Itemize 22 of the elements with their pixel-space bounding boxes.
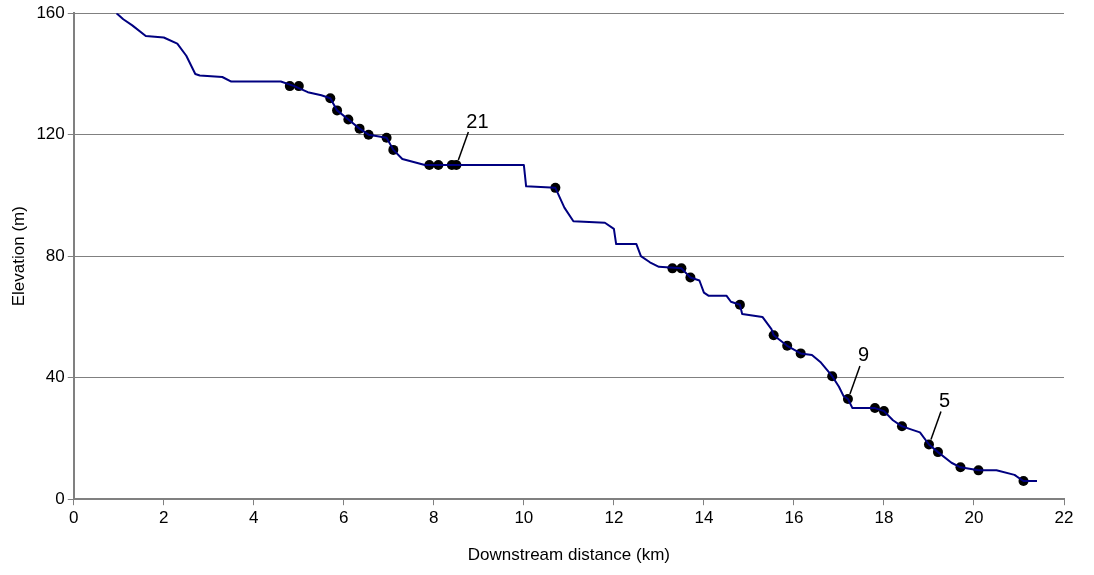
x-tick-label: 18 bbox=[874, 508, 894, 528]
y-tick-label: 0 bbox=[55, 488, 65, 508]
x-tick-label: 8 bbox=[429, 508, 439, 528]
x-tick-label: 20 bbox=[964, 508, 984, 528]
x-axis-title: Downstream distance (km) bbox=[467, 545, 670, 565]
y-tick-label: 120 bbox=[36, 124, 65, 144]
y-axis-title: Elevation (m) bbox=[8, 206, 28, 307]
x-tick-label: 4 bbox=[249, 508, 259, 528]
x-tick-label: 14 bbox=[694, 508, 714, 528]
x-tick-label: 12 bbox=[604, 508, 624, 528]
x-tick-label: 0 bbox=[69, 508, 79, 528]
x-tick-label: 6 bbox=[339, 508, 349, 528]
x-tick-label: 22 bbox=[1054, 508, 1074, 528]
x-tick-label: 16 bbox=[784, 508, 804, 528]
x-tick-label: 2 bbox=[159, 508, 169, 528]
annotation: 9 bbox=[857, 343, 870, 366]
y-tick-label: 160 bbox=[36, 2, 65, 22]
x-tick-label: 10 bbox=[514, 508, 534, 528]
y-tick-label: 80 bbox=[45, 245, 65, 265]
y-tick-label: 40 bbox=[45, 367, 65, 387]
annotation: 21 bbox=[466, 109, 489, 132]
annotation: 5 bbox=[938, 389, 951, 412]
